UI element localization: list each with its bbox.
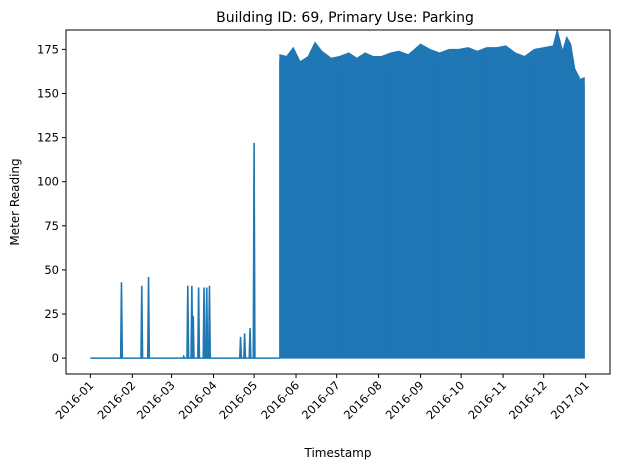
series-spike <box>186 285 190 359</box>
y-tick-label: 0 <box>52 351 59 365</box>
y-axis-label: Meter Reading <box>8 158 22 245</box>
series-spike <box>191 315 195 359</box>
series-spike <box>182 354 186 359</box>
series-spike <box>238 336 243 359</box>
series-spike <box>243 333 247 359</box>
y-tick-label: 100 <box>37 175 59 189</box>
plot-frame <box>65 29 611 375</box>
y-tick-label: 75 <box>44 219 59 233</box>
series-spike <box>140 285 144 359</box>
y-axis: 0 25 50 75 100 125 150 175 <box>37 42 66 365</box>
y-tick-label: 25 <box>44 307 59 321</box>
plot-marks <box>90 30 585 359</box>
y-tick-label: 125 <box>37 131 59 145</box>
series-spike <box>248 328 252 359</box>
series-spike <box>119 282 124 359</box>
y-tick-label: 175 <box>37 42 59 56</box>
x-axis-label: Timestamp <box>304 446 372 460</box>
series-spike <box>205 287 209 359</box>
y-tick-label: 50 <box>44 263 59 277</box>
series-spike <box>197 287 201 359</box>
series-spike <box>146 276 151 359</box>
series-spike <box>252 142 256 359</box>
chart-title: Building ID: 69, Primary Use: Parking <box>216 10 474 26</box>
series-spike <box>202 287 206 359</box>
y-tick-label: 150 <box>37 87 59 101</box>
series-spike <box>207 285 212 359</box>
